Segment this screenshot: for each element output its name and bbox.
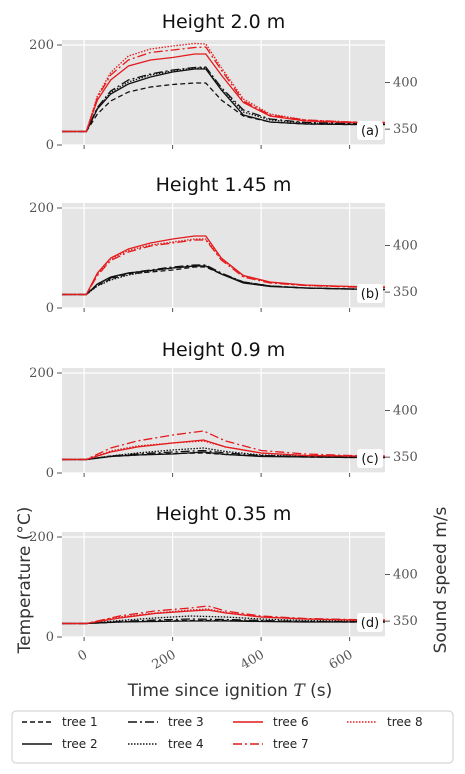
- panel-title: Height 0.35 m: [156, 503, 292, 525]
- y-tick-label: 200: [29, 201, 54, 216]
- series-tree8: [62, 238, 385, 296]
- panel-label-box: [357, 121, 383, 140]
- series-tree6: [62, 235, 385, 296]
- legend-label: tree 8: [387, 715, 423, 729]
- legend-frame: [11, 710, 454, 764]
- panel-label: (d): [361, 616, 379, 631]
- series-tree7: [62, 430, 385, 461]
- legend: tree 1 tree 3 tree 6 tree 8 tree 2 tree 4 tree…: [11, 710, 454, 764]
- legend-item-tree8: tree 8: [347, 715, 423, 729]
- series-group: [62, 430, 385, 461]
- panel-title: Height 2.0 m: [162, 11, 286, 33]
- legend-label: tree 4: [168, 737, 204, 751]
- y-tick-label: 200: [29, 530, 54, 545]
- y-tick-label: 0: [46, 301, 54, 316]
- panel-label-box: [357, 284, 383, 303]
- series-tree4: [62, 67, 385, 133]
- x-tick-label: 200: [150, 647, 179, 672]
- legend-label: tree 2: [62, 737, 98, 751]
- legend-item-tree4: tree 4: [128, 737, 204, 751]
- series-tree8: [62, 42, 385, 133]
- y2-tick-label: 400: [393, 567, 418, 582]
- legend-item-tree1: tree 1: [22, 715, 98, 729]
- y-tick-label: 0: [46, 466, 54, 481]
- panel-title: Height 0.9 m: [162, 339, 286, 361]
- series-tree8: [62, 608, 385, 625]
- panel-4: Height 0.35 m 0 200 350 400 (d): [29, 503, 418, 645]
- series-tree7: [62, 605, 385, 625]
- panel-label: (b): [361, 287, 379, 302]
- panel-2: Height 1.45 m 0 200 350 400 (b): [29, 174, 418, 316]
- panel-label: (a): [361, 124, 379, 139]
- series-tree4: [62, 265, 385, 296]
- y-tick-label: 200: [29, 38, 54, 53]
- series-tree2: [62, 68, 385, 133]
- legend-item-tree2: tree 2: [22, 737, 98, 751]
- legend-item-tree6: tree 6: [233, 715, 309, 729]
- series-tree4: [62, 447, 385, 461]
- series-tree6: [62, 53, 385, 133]
- y-tick-label: 0: [46, 138, 54, 153]
- y2-tick-label: 400: [393, 403, 418, 418]
- y-tick-label: 200: [29, 366, 54, 381]
- panel-1: Height 2.0 m 0 200 350 400 (a): [29, 11, 418, 153]
- panel-label-box: [357, 449, 383, 468]
- series-group: [62, 42, 385, 133]
- y-tick-label: 0: [46, 630, 54, 645]
- panels: Height 2.0 m 0 200 350 400 (a) Height 1.45 m 0 2…: [29, 11, 418, 673]
- panel-3: Height 0.9 m 0 200 350 400 (c): [29, 339, 418, 481]
- plot-background: [62, 203, 385, 308]
- x-tick-label: 600: [327, 647, 356, 672]
- series-tree8: [62, 440, 385, 461]
- legend-label: tree 7: [273, 737, 309, 751]
- y2-tick-label: 400: [393, 75, 418, 90]
- panel-title: Height 1.45 m: [156, 174, 292, 196]
- series-group: [62, 605, 385, 625]
- series-group: [62, 235, 385, 296]
- panel-label-box: [357, 613, 383, 632]
- y2-tick-label: 350: [393, 614, 418, 629]
- legend-item-tree3: tree 3: [128, 715, 204, 729]
- legend-label: tree 1: [62, 715, 98, 729]
- x-tick-label: 0: [75, 647, 90, 664]
- y-axis-label-right: Sound speed m/s: [431, 506, 451, 653]
- legend-item-tree7: tree 7: [233, 737, 309, 751]
- y2-tick-label: 350: [393, 450, 418, 465]
- y2-tick-label: 350: [393, 122, 418, 137]
- y2-tick-label: 400: [393, 238, 418, 253]
- x-axis-label: Time since ignition T (s): [127, 681, 332, 701]
- series-tree3: [62, 618, 385, 625]
- legend-label: tree 3: [168, 715, 204, 729]
- series-tree1: [62, 82, 385, 133]
- y2-tick-label: 350: [393, 285, 418, 300]
- legend-label: tree 6: [273, 715, 309, 729]
- y-axis-label-left: Temperature (°C): [15, 507, 35, 655]
- x-tick-label: 400: [238, 647, 267, 672]
- panel-label: (c): [361, 452, 378, 467]
